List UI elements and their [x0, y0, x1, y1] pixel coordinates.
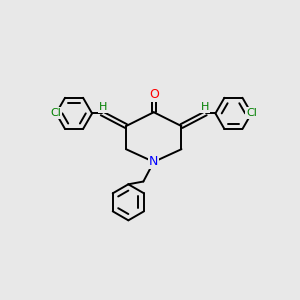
Text: O: O — [149, 88, 159, 101]
Text: H: H — [99, 102, 107, 112]
Text: N: N — [149, 155, 158, 168]
Text: H: H — [200, 102, 209, 112]
Text: Cl: Cl — [51, 108, 62, 118]
Text: Cl: Cl — [246, 108, 257, 118]
